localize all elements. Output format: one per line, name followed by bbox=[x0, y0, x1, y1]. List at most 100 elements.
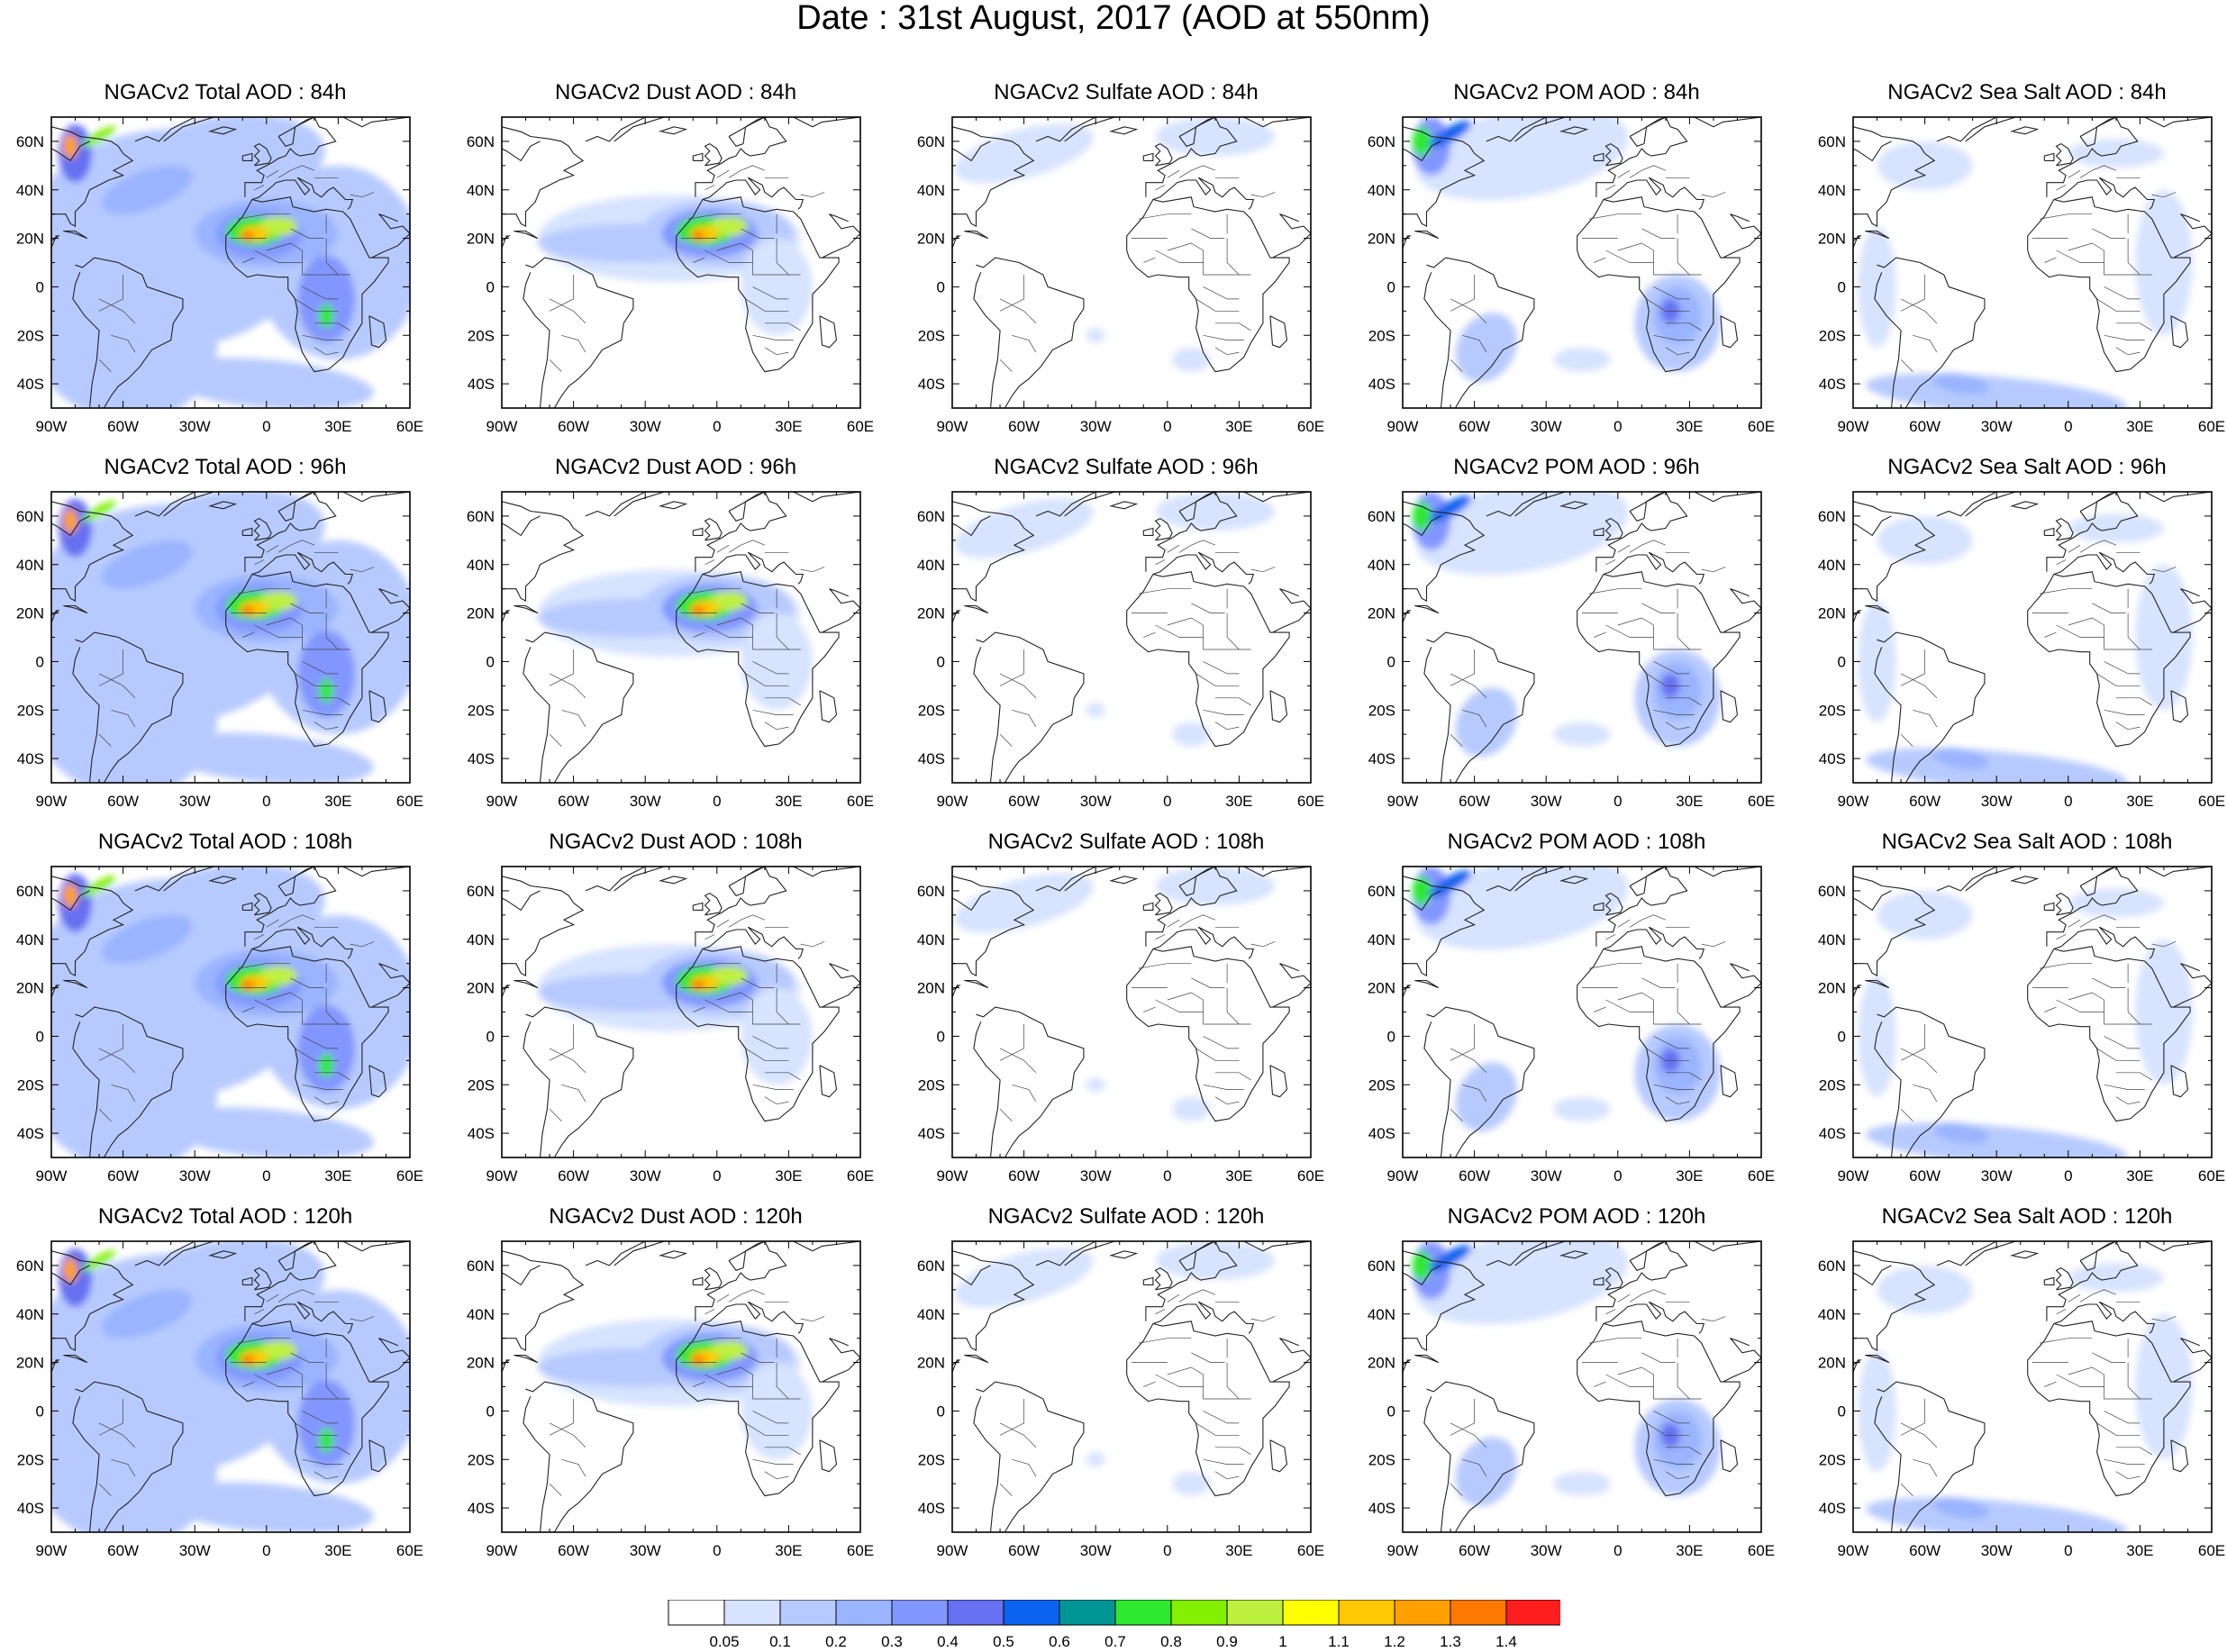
country-border bbox=[98, 1422, 136, 1448]
aod-blob bbox=[319, 304, 334, 329]
lon-tick-label: 30E bbox=[775, 418, 802, 435]
lon-tick-label: 90W bbox=[486, 1167, 518, 1185]
lat-tick-label: 20N bbox=[16, 231, 44, 248]
lat-tick-label: 20N bbox=[1818, 231, 1846, 248]
coastline bbox=[1152, 1301, 1255, 1334]
country-border bbox=[1605, 999, 1654, 1012]
country-border bbox=[2096, 673, 2141, 686]
lat-tick-label: 20S bbox=[918, 702, 945, 719]
country-border bbox=[1646, 298, 1690, 312]
aod-blob bbox=[2135, 189, 2193, 336]
country-border bbox=[314, 322, 350, 331]
country-border bbox=[549, 1422, 586, 1448]
lon-tick-label: 30E bbox=[324, 1542, 351, 1559]
country-border bbox=[1653, 1084, 1695, 1090]
coastline bbox=[692, 527, 704, 536]
coastline bbox=[1145, 1241, 1311, 1321]
country-border bbox=[693, 631, 705, 638]
country-border bbox=[290, 228, 324, 239]
aod-blob bbox=[319, 678, 334, 703]
lat-tick-label: 20S bbox=[1819, 1451, 1846, 1468]
country-border bbox=[1191, 1352, 1225, 1363]
country-border bbox=[549, 1108, 562, 1121]
country-border bbox=[2104, 286, 2141, 300]
lon-tick-label: 30E bbox=[1676, 1542, 1703, 1559]
country-border bbox=[2039, 963, 2093, 969]
country-border bbox=[1462, 1458, 1487, 1477]
country-border bbox=[295, 1422, 339, 1436]
coastline bbox=[1403, 235, 1412, 249]
country-border bbox=[1450, 1422, 1487, 1448]
lat-tick-label: 20N bbox=[1818, 605, 1846, 622]
coastline bbox=[1593, 1276, 1604, 1285]
aod-blob bbox=[1932, 1497, 1989, 1520]
lon-tick-label: 30W bbox=[1531, 1542, 1562, 1559]
lon-tick-label: 90W bbox=[36, 1167, 68, 1185]
country-border bbox=[1617, 617, 1654, 626]
country-border bbox=[98, 1399, 123, 1436]
coastline bbox=[1152, 551, 1255, 585]
country-border bbox=[254, 934, 265, 940]
lat-tick-label: 60N bbox=[1368, 508, 1395, 525]
lat-tick-label: 40N bbox=[16, 557, 44, 574]
country-border bbox=[1665, 322, 1702, 331]
coastlines bbox=[51, 117, 410, 408]
coastlines bbox=[1853, 117, 2212, 408]
country-border bbox=[764, 722, 789, 731]
lat-tick-label: 40S bbox=[17, 1500, 44, 1517]
coastline bbox=[244, 492, 410, 572]
aod-blob bbox=[82, 125, 116, 148]
coastline bbox=[2079, 867, 2120, 896]
coastline bbox=[1272, 1338, 1311, 1383]
coastline bbox=[502, 1359, 511, 1373]
country-border bbox=[1653, 1375, 1702, 1400]
coastline bbox=[1423, 1006, 1535, 1157]
coastline bbox=[51, 876, 134, 976]
country-border bbox=[350, 941, 375, 948]
coastline bbox=[1486, 1241, 1566, 1266]
country-border bbox=[1155, 559, 1166, 566]
coastline bbox=[2170, 1065, 2189, 1098]
country-border bbox=[2115, 1072, 2152, 1081]
country-border bbox=[314, 697, 350, 706]
coastline bbox=[1629, 867, 1669, 896]
country-border bbox=[314, 1471, 339, 1480]
coastline bbox=[1414, 230, 1440, 240]
country-border bbox=[1138, 963, 1192, 969]
lon-tick-label: 30W bbox=[1981, 793, 2013, 810]
coastline bbox=[1577, 1321, 1741, 1497]
coastline bbox=[822, 213, 860, 259]
lon-tick-label: 60W bbox=[1909, 1167, 1941, 1185]
coastline bbox=[1269, 1439, 1288, 1473]
country-border bbox=[2104, 1036, 2141, 1049]
country-border bbox=[242, 631, 255, 638]
country-border bbox=[1701, 1316, 1726, 1322]
country-border bbox=[1155, 185, 1166, 191]
lat-tick-label: 40N bbox=[1368, 931, 1395, 949]
lon-tick-label: 90W bbox=[1387, 1167, 1419, 1185]
coastline bbox=[1423, 257, 1535, 408]
country-border bbox=[1178, 165, 1216, 178]
lon-tick-label: 30E bbox=[2126, 1167, 2153, 1185]
country-border bbox=[1646, 1422, 1690, 1436]
country-border bbox=[2096, 1048, 2141, 1061]
country-border bbox=[1617, 169, 1631, 178]
country-border bbox=[2092, 603, 2126, 613]
country-border bbox=[752, 334, 794, 340]
coastline bbox=[1403, 126, 1486, 227]
coastline bbox=[1936, 492, 2016, 517]
lon-tick-label: 30E bbox=[2126, 418, 2153, 435]
lon-tick-label: 30W bbox=[1080, 1542, 1112, 1559]
aod-blob bbox=[1155, 867, 1276, 906]
country-border bbox=[752, 661, 789, 675]
lon-tick-label: 90W bbox=[937, 1167, 968, 1185]
country-border bbox=[98, 733, 112, 747]
country-border bbox=[1450, 649, 1475, 686]
colorbar-swatch bbox=[891, 1599, 949, 1626]
country-border bbox=[2039, 588, 2093, 595]
coastline bbox=[244, 117, 410, 197]
map-plot: 90W 60W 30W 0 30E 60E 60N 40N 20N 0 20S 40S bbox=[467, 491, 874, 810]
country-border bbox=[1913, 709, 1938, 728]
country-border bbox=[716, 992, 753, 1001]
aod-blob bbox=[101, 540, 193, 589]
